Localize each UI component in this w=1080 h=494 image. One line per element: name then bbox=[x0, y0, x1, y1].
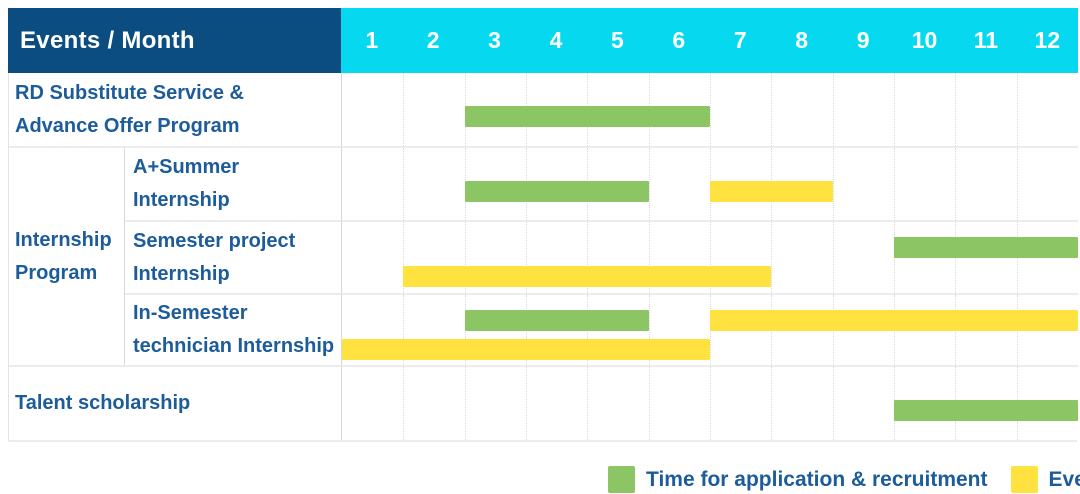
month-gridline bbox=[1016, 148, 1018, 220]
gantt-table: Events / Month 1 2 3 4 5 6 7 8 9 10 11 1… bbox=[8, 8, 1078, 442]
month-gridline bbox=[771, 222, 773, 293]
gantt-bar-event bbox=[710, 181, 833, 202]
month-header-12: 12 bbox=[1034, 27, 1061, 53]
gantt-bar-application bbox=[894, 400, 1078, 421]
timeline-row-a-plus-summer bbox=[341, 146, 1078, 220]
row-label-in-semester-technician: In-Semester technician Internship bbox=[125, 293, 341, 365]
month-header-7: 7 bbox=[733, 27, 747, 53]
month-gridline bbox=[832, 367, 834, 440]
month-gridline bbox=[894, 148, 895, 220]
month-gridline bbox=[1016, 73, 1018, 146]
month-gridline bbox=[771, 367, 773, 440]
group-label-internship-program: Internship Program bbox=[9, 146, 125, 365]
month-header-8: 8 bbox=[795, 27, 809, 53]
gantt-bar-application bbox=[464, 106, 710, 127]
timeline-row-rd-substitute bbox=[341, 73, 1078, 146]
header-events-month: Events / Month bbox=[8, 8, 341, 73]
gantt-bar-application bbox=[894, 237, 1078, 258]
row-label-talent-scholarship: Talent scholarship bbox=[9, 365, 341, 440]
month-gridline bbox=[710, 73, 711, 146]
month-gridline bbox=[894, 73, 895, 146]
row-label-rd-substitute: RD Substitute Service & Advance Offer Pr… bbox=[15, 81, 244, 137]
month-gridline bbox=[955, 73, 957, 146]
month-gridline bbox=[464, 367, 466, 440]
month-header-2: 2 bbox=[426, 27, 440, 53]
month-header-1: 1 bbox=[365, 27, 379, 53]
legend-events-label: Events bbox=[1048, 467, 1080, 491]
application-swatch-icon bbox=[608, 466, 635, 493]
month-gridline bbox=[526, 367, 527, 440]
month-gridline bbox=[403, 367, 405, 440]
month-header-9: 9 bbox=[856, 27, 870, 53]
month-header-5: 5 bbox=[611, 27, 624, 53]
month-gridline bbox=[403, 148, 405, 220]
legend: Time for application & recruitment Event… bbox=[608, 466, 1080, 493]
month-gridline bbox=[832, 222, 834, 293]
month-gridline bbox=[771, 73, 773, 146]
gantt-bar-event bbox=[342, 339, 710, 360]
gantt-chart: Events / Month 1 2 3 4 5 6 7 8 9 10 11 1… bbox=[8, 8, 1080, 493]
legend-item-application: Time for application & recruitment bbox=[608, 466, 988, 493]
month-header-3: 3 bbox=[488, 27, 501, 53]
legend-application-label: Time for application & recruitment bbox=[646, 467, 988, 491]
gantt-bar-application bbox=[464, 181, 649, 202]
month-gridline bbox=[832, 148, 834, 220]
month-gridline bbox=[955, 148, 957, 220]
gantt-bar-event bbox=[403, 266, 772, 287]
events-swatch-icon bbox=[1010, 466, 1038, 493]
month-header-4: 4 bbox=[549, 27, 563, 53]
timeline-row-talent-scholarship bbox=[341, 365, 1078, 440]
month-gridline bbox=[648, 148, 650, 220]
month-header-6: 6 bbox=[672, 27, 686, 53]
month-gridline bbox=[710, 367, 711, 440]
month-header-row: 1 2 3 4 5 6 7 8 9 10 11 12 bbox=[341, 8, 1078, 73]
month-header-10: 10 bbox=[911, 27, 938, 53]
timeline-row-semester-project bbox=[341, 220, 1078, 293]
timeline-row-in-semester-technician bbox=[341, 293, 1078, 365]
month-gridline bbox=[832, 73, 834, 146]
month-gridline bbox=[587, 367, 589, 440]
month-gridline bbox=[648, 367, 650, 440]
month-gridline bbox=[403, 73, 405, 146]
legend-item-events: Events bbox=[1010, 466, 1080, 493]
gantt-bar-event bbox=[710, 310, 1078, 331]
row-label-a-plus-summer: A+Summer Internship bbox=[125, 146, 341, 220]
row-label-semester-project: Semester project Internship bbox=[125, 220, 341, 293]
month-header-11: 11 bbox=[973, 27, 999, 53]
gantt-bar-application bbox=[464, 310, 649, 331]
